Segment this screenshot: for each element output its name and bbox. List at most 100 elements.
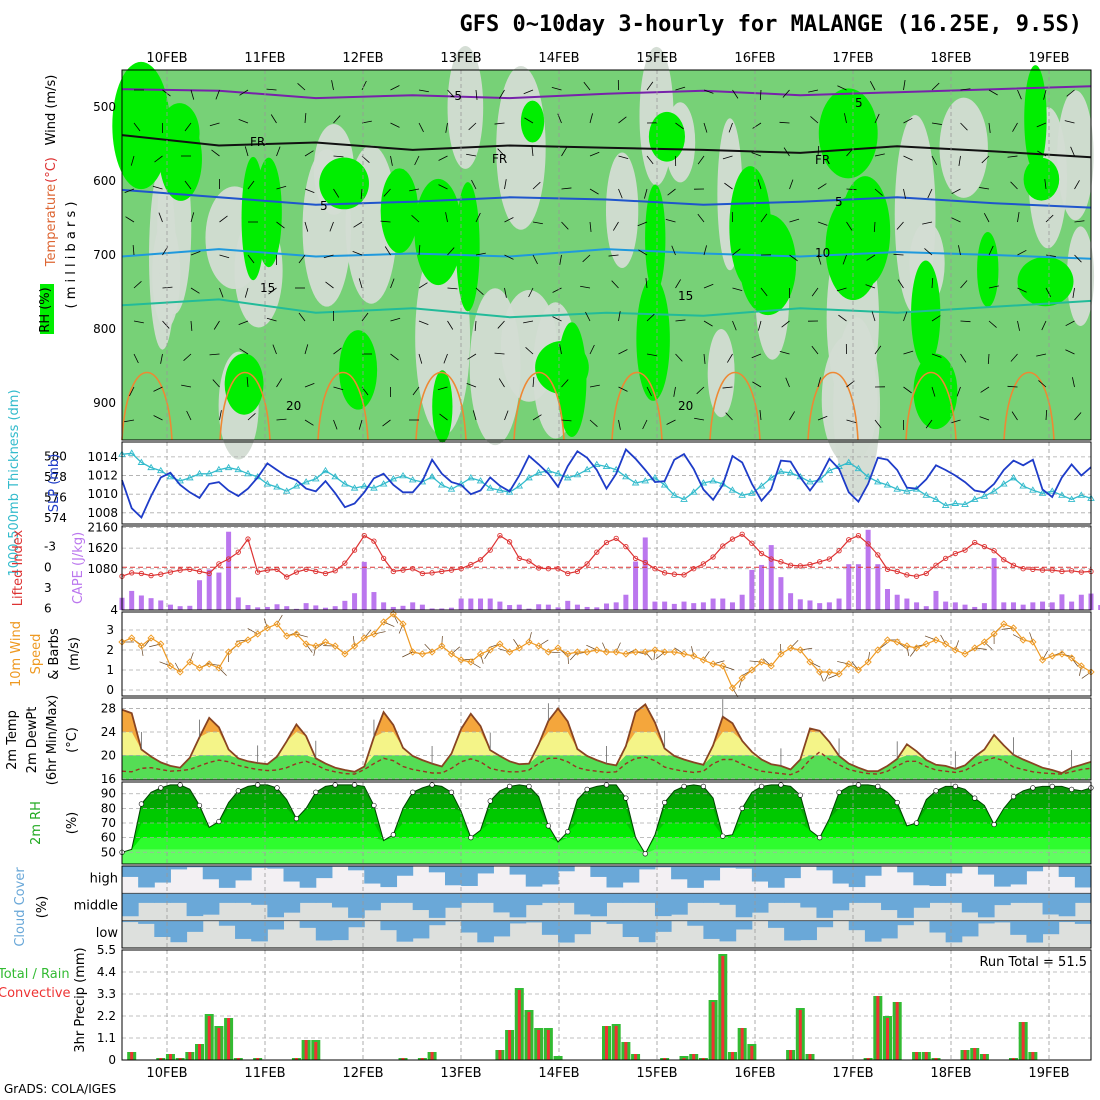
temp-axis-label-c: (6hr Min/Max) bbox=[45, 695, 60, 785]
wind-speed-point bbox=[418, 650, 427, 658]
date-label-bottom: 14FEB bbox=[538, 1066, 579, 1081]
wind-barb-10m bbox=[189, 652, 194, 663]
rh-point bbox=[274, 785, 280, 791]
rh-point bbox=[216, 818, 222, 825]
thickness-point bbox=[670, 491, 679, 498]
wind-barb bbox=[1072, 377, 1075, 388]
wind-barb bbox=[153, 415, 163, 421]
thickness-point bbox=[874, 478, 882, 485]
cloud-bar bbox=[590, 893, 607, 917]
isotherm-m5 bbox=[121, 85, 1092, 100]
rh-point bbox=[371, 802, 377, 809]
wind-barb bbox=[390, 122, 400, 128]
lifted-index-point bbox=[177, 567, 183, 573]
wind-barb bbox=[133, 281, 142, 289]
wind-barb-10m bbox=[247, 628, 258, 635]
cloud-bar bbox=[606, 893, 624, 903]
wind-barb bbox=[646, 353, 657, 357]
wind-speed-point bbox=[379, 618, 388, 626]
lifted-index-point bbox=[594, 549, 600, 555]
wind-barb bbox=[190, 212, 195, 223]
rh-dry-patch bbox=[447, 46, 484, 169]
wind-speed-point bbox=[903, 642, 911, 650]
wind-barb bbox=[219, 254, 230, 259]
lifted-index-point bbox=[284, 574, 290, 580]
cape-bar bbox=[817, 603, 823, 610]
y-tick-label: 2 bbox=[106, 643, 114, 657]
cape-bar bbox=[855, 564, 861, 610]
cape-bar bbox=[962, 604, 968, 610]
wind-barb bbox=[382, 419, 391, 427]
wind-barb bbox=[757, 179, 762, 190]
thickness-point bbox=[1077, 491, 1086, 498]
wind-barb bbox=[276, 185, 287, 190]
wind-barb bbox=[1045, 287, 1052, 298]
cape-bar bbox=[904, 598, 910, 610]
y-tick-label: 60 bbox=[101, 831, 116, 845]
wind-barb bbox=[504, 217, 514, 223]
cape-bar bbox=[875, 564, 881, 610]
cloud-bar bbox=[251, 866, 268, 868]
thickness-point bbox=[331, 472, 339, 480]
date-label-top: 18FEB bbox=[930, 51, 971, 66]
precip-convective-bar bbox=[730, 1052, 734, 1060]
cloud-bar bbox=[1026, 866, 1044, 872]
wind-speed-point bbox=[573, 648, 582, 656]
wind-barb bbox=[1045, 254, 1056, 257]
precip-convective-bar bbox=[537, 1030, 541, 1060]
cape-bar bbox=[739, 594, 745, 610]
lifted-index-point bbox=[390, 568, 396, 575]
wind-barb bbox=[125, 216, 135, 223]
wind-barb bbox=[525, 347, 534, 355]
wind-barb bbox=[1037, 150, 1047, 157]
wind-barb-10m bbox=[470, 661, 481, 669]
wind-speed-point bbox=[825, 668, 834, 676]
wind-barb bbox=[732, 287, 743, 291]
wind-speed-point bbox=[525, 638, 533, 646]
wind-speed-point bbox=[1038, 656, 1047, 664]
wind-barb bbox=[722, 386, 733, 389]
wind-speed-point bbox=[709, 660, 717, 668]
thickness-point bbox=[651, 474, 659, 481]
wind-speed-point bbox=[205, 660, 213, 668]
wind-barb-10m bbox=[644, 651, 653, 661]
lifted-index-point bbox=[158, 571, 164, 577]
cloud-bar bbox=[558, 893, 575, 903]
wind-barb bbox=[297, 83, 306, 91]
wind-speed-point bbox=[680, 650, 688, 658]
wind-barb bbox=[779, 351, 790, 355]
wind-speed-point bbox=[273, 620, 281, 628]
rh-point bbox=[158, 785, 164, 791]
wind-barb bbox=[589, 188, 599, 195]
wind-barb bbox=[1074, 412, 1082, 421]
wind-barb bbox=[1017, 212, 1020, 223]
cape-bar bbox=[536, 604, 542, 610]
lifted-index-point bbox=[1078, 569, 1084, 575]
wind-speed-point bbox=[1000, 620, 1008, 628]
wind-barb bbox=[960, 280, 968, 289]
wind-barb bbox=[583, 81, 591, 91]
cloud-bar bbox=[977, 920, 995, 924]
wind-barb bbox=[219, 410, 222, 421]
wind-barb bbox=[760, 213, 768, 223]
cloud-bar bbox=[267, 866, 284, 869]
wind-speed-point bbox=[467, 658, 475, 666]
wind-barb bbox=[361, 80, 367, 91]
isotherm-20 bbox=[219, 372, 271, 441]
rh-point bbox=[448, 789, 455, 795]
cloud-bar bbox=[477, 866, 494, 874]
cloud-bar bbox=[509, 866, 527, 875]
wind-barb bbox=[1007, 155, 1018, 158]
rh-point bbox=[410, 789, 416, 795]
run-total-label: Run Total = 51.5 bbox=[979, 955, 1087, 970]
wind-barb bbox=[637, 221, 648, 227]
wind-barb bbox=[333, 347, 342, 355]
wind-barb bbox=[475, 212, 481, 223]
cloud-bar bbox=[848, 866, 866, 888]
lifted-index-point bbox=[322, 570, 329, 577]
cloud-bar bbox=[816, 893, 834, 918]
wind-speed-point bbox=[622, 650, 630, 658]
wind-barb bbox=[133, 122, 141, 132]
cape-bar bbox=[623, 594, 629, 610]
thickness-point bbox=[282, 487, 291, 494]
